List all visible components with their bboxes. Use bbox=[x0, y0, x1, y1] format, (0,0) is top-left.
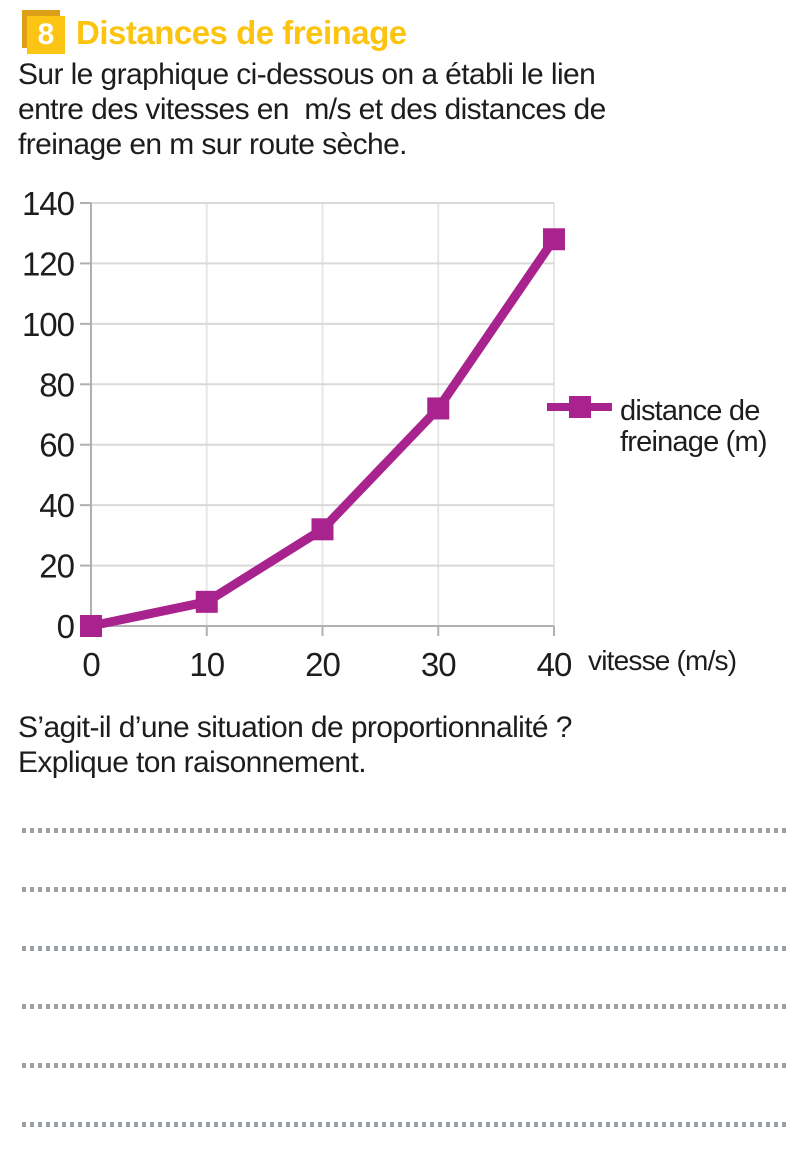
exercise-title: Distances de freinage bbox=[76, 14, 407, 51]
x-tick-label: 20 bbox=[305, 646, 340, 683]
data-point-marker bbox=[80, 615, 102, 637]
x-axis-title: vitesse (m/s) bbox=[588, 645, 736, 676]
y-tick-label: 40 bbox=[39, 487, 74, 524]
y-tick-label: 100 bbox=[22, 306, 75, 343]
x-tick-label: 10 bbox=[189, 646, 224, 683]
legend-label: freinage (m) bbox=[620, 426, 767, 458]
y-tick-label: 60 bbox=[39, 427, 74, 464]
y-tick-label: 120 bbox=[22, 245, 75, 282]
answer-line bbox=[22, 946, 789, 951]
question-line-2: Explique ton raisonnement. bbox=[18, 746, 367, 779]
exercise-number-badge: 8 bbox=[27, 16, 65, 54]
answer-line bbox=[22, 1004, 789, 1009]
legend-marker-square bbox=[569, 396, 591, 418]
question-line-1: S’agit-il d’une situation de proportionn… bbox=[18, 711, 572, 744]
answer-line bbox=[22, 828, 789, 833]
y-tick-label: 140 bbox=[22, 185, 75, 222]
y-tick-label: 80 bbox=[39, 366, 74, 403]
data-point-marker bbox=[311, 518, 334, 541]
x-tick-label: 30 bbox=[421, 646, 456, 683]
y-tick-label: 20 bbox=[39, 548, 74, 585]
intro-line-2: entre des vitesses en m/s et des distanc… bbox=[18, 93, 606, 126]
exercise-number: 8 bbox=[37, 18, 55, 51]
legend-label: distance de bbox=[620, 395, 760, 427]
x-tick-label: 40 bbox=[537, 646, 572, 683]
intro-text: Sur le graphique ci-dessous on a établi … bbox=[18, 57, 606, 162]
braking-distance-chart: 0 20 40 60 80 100 120 140 0 10 20 30 40 vitesse (m/s)… bbox=[22, 185, 768, 683]
answer-line bbox=[22, 1122, 789, 1127]
data-point-marker bbox=[427, 397, 450, 420]
data-point-marker bbox=[543, 228, 565, 251]
intro-line-3: freinage en m sur route sèche. bbox=[18, 128, 407, 161]
x-tick-label: 0 bbox=[82, 646, 100, 683]
y-tick-label: 0 bbox=[57, 608, 75, 645]
intro-line-1: Sur le graphique ci-dessous on a établi … bbox=[18, 58, 596, 91]
answer-line bbox=[22, 1063, 789, 1068]
question-text: S’agit-il d’une situation de proportionn… bbox=[18, 710, 572, 780]
data-point-marker bbox=[195, 590, 218, 613]
answer-line bbox=[22, 887, 789, 892]
